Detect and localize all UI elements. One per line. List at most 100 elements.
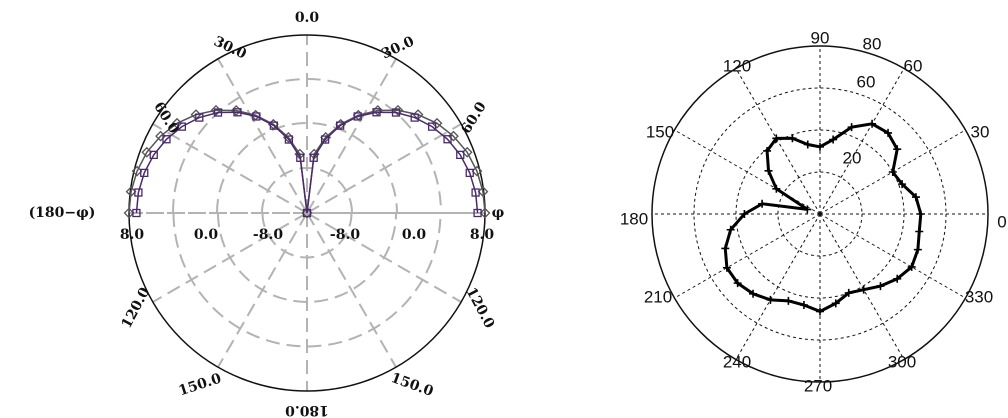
series-1-point bbox=[465, 168, 474, 178]
series-point bbox=[772, 134, 781, 143]
series-1-point bbox=[252, 112, 261, 121]
series-point bbox=[733, 279, 742, 288]
series-point bbox=[763, 146, 772, 155]
side-label-right: φ bbox=[492, 205, 505, 221]
series-0-point bbox=[125, 186, 137, 198]
series-point bbox=[888, 168, 897, 176]
series-1-point bbox=[213, 108, 223, 117]
series-point bbox=[749, 289, 758, 298]
outer-circle bbox=[651, 45, 989, 383]
radial-tick: 80 bbox=[863, 35, 882, 54]
series-point bbox=[816, 142, 824, 151]
series-1-point bbox=[353, 112, 362, 121]
radial-spoke-8 bbox=[217, 212, 308, 368]
series-point bbox=[868, 119, 877, 128]
radial-tick-right: 0.0 bbox=[402, 227, 427, 243]
angle-label: 300 bbox=[888, 353, 916, 372]
series-1-point bbox=[149, 150, 158, 160]
series-point bbox=[884, 128, 893, 137]
series-1-point bbox=[284, 135, 294, 144]
angle-label: 150 bbox=[646, 123, 674, 142]
series-1-point bbox=[177, 122, 187, 131]
series-0-point bbox=[123, 207, 135, 219]
series-point bbox=[788, 134, 797, 143]
series-0-point bbox=[155, 130, 166, 142]
series-point bbox=[859, 285, 868, 294]
radial-tick: 20 bbox=[843, 149, 862, 168]
series-point bbox=[772, 184, 781, 193]
radial-spoke-8 bbox=[735, 213, 821, 360]
series-point bbox=[916, 210, 925, 218]
series-1-point bbox=[296, 153, 305, 162]
series-point bbox=[740, 210, 749, 218]
series-point bbox=[726, 225, 735, 234]
radial-spoke-2 bbox=[306, 58, 397, 214]
series-point bbox=[816, 307, 824, 316]
angle-label: 60.0 bbox=[458, 99, 490, 137]
series-point bbox=[876, 282, 885, 291]
upper-grid-arc-1 bbox=[216, 122, 398, 214]
angle-label: 210 bbox=[644, 288, 672, 307]
angle-label: 150.0 bbox=[177, 371, 224, 400]
series-1-point bbox=[471, 188, 480, 197]
series-0-point bbox=[171, 117, 183, 129]
radial-spoke-7 bbox=[152, 212, 308, 303]
angle-label: 150.0 bbox=[389, 370, 436, 400]
radial-spoke-7 bbox=[674, 213, 821, 299]
series-1-point bbox=[162, 135, 171, 144]
series-point bbox=[893, 145, 902, 154]
angle-label: 120.0 bbox=[463, 285, 498, 331]
series-1-point bbox=[456, 150, 465, 160]
series-point bbox=[766, 295, 775, 304]
angle-label: 180.0 bbox=[285, 402, 329, 418]
radial-spoke-4 bbox=[217, 58, 308, 214]
radial-spoke-11 bbox=[819, 213, 966, 299]
radial-tick-left: -8.0 bbox=[253, 227, 283, 243]
series-1-line bbox=[135, 111, 479, 214]
series-1-point bbox=[320, 135, 330, 144]
series-1-point bbox=[427, 122, 437, 131]
series-point bbox=[915, 227, 924, 236]
lower-grid-arc-0 bbox=[172, 212, 442, 348]
series-0-point bbox=[448, 130, 459, 142]
series-1-point bbox=[335, 121, 345, 130]
side-label-left: (180−φ) bbox=[29, 205, 96, 221]
left-polar-chart: 0.030.060.0120.0150.0180.0150.0120.060.0… bbox=[29, 10, 505, 418]
angle-label: 120 bbox=[723, 57, 751, 76]
series-point bbox=[722, 263, 731, 272]
radial-spoke-2 bbox=[819, 68, 905, 215]
series-1-point bbox=[302, 208, 312, 218]
angle-label: 90 bbox=[811, 29, 830, 48]
series-0-point bbox=[479, 207, 491, 219]
series-point bbox=[799, 300, 808, 309]
radial-spoke-10 bbox=[819, 213, 905, 360]
series-point bbox=[898, 180, 907, 189]
series-point bbox=[907, 262, 916, 271]
angle-label: 330 bbox=[965, 288, 993, 307]
series-point bbox=[844, 288, 853, 297]
radial-tick-left: 8.0 bbox=[120, 227, 145, 243]
series-1-point bbox=[140, 168, 149, 178]
series-0-point bbox=[471, 165, 483, 177]
series-0-point bbox=[431, 117, 443, 129]
series-point bbox=[758, 199, 767, 208]
radial-spoke-11 bbox=[306, 212, 462, 303]
series-point bbox=[803, 205, 812, 214]
series-point bbox=[831, 299, 840, 308]
series-1-point bbox=[132, 208, 141, 218]
series-1-point bbox=[391, 108, 401, 117]
series-1-point bbox=[443, 135, 452, 144]
radial-tick-left: 0.0 bbox=[194, 227, 219, 243]
series-point bbox=[784, 296, 793, 305]
series-0-point bbox=[131, 165, 143, 177]
series-point bbox=[913, 245, 922, 254]
series-1-point bbox=[372, 108, 381, 117]
radial-tick-right: 8.0 bbox=[470, 227, 495, 243]
series-0-point bbox=[477, 186, 489, 198]
series-point bbox=[911, 193, 920, 202]
angle-label: 30.0 bbox=[379, 33, 417, 62]
series-1-point bbox=[309, 153, 318, 162]
radial-tick-right: -8.0 bbox=[330, 227, 360, 243]
series-point bbox=[893, 274, 902, 283]
